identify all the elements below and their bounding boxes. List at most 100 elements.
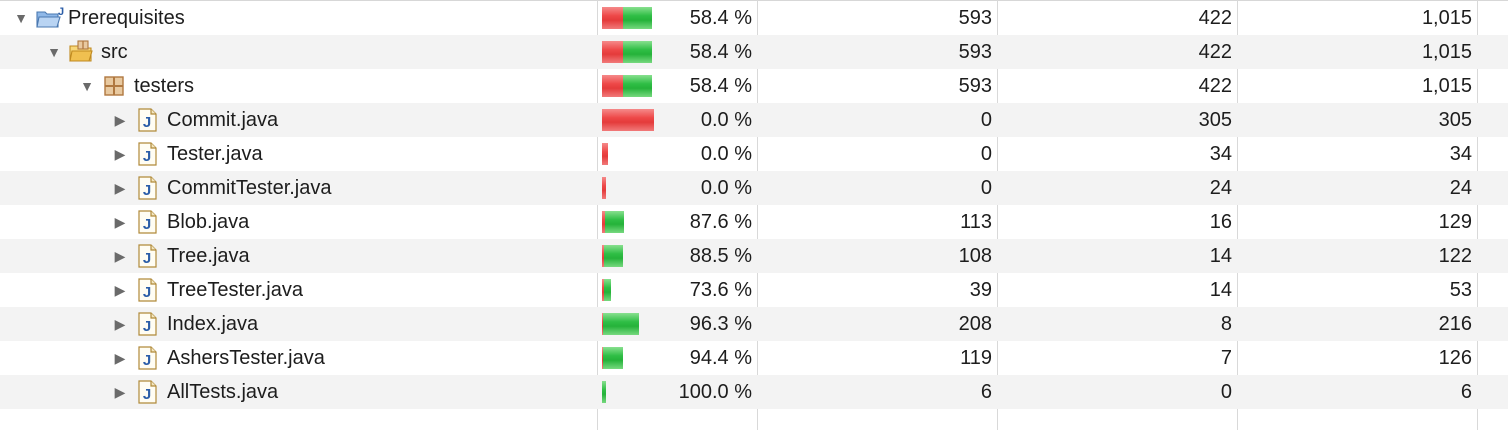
collapsed-arrow-icon[interactable]: ▶ <box>114 384 126 400</box>
table-row[interactable]: ▼ src 58.4 % 593 422 1,015 <box>0 35 1508 69</box>
svg-text:J: J <box>143 250 151 267</box>
element-label-tester-java[interactable]: Tester.java <box>167 143 263 165</box>
missed-segment <box>602 347 603 369</box>
java-file-icon: J <box>135 108 159 132</box>
covered-instructions: 208 <box>958 313 992 335</box>
column-divider-end <box>1477 0 1478 430</box>
table-row[interactable]: ▶ J Commit.java 0.0 % 0 305 305 <box>0 103 1508 137</box>
total-instructions: 1,015 <box>1421 7 1472 29</box>
missed-segment <box>602 245 604 267</box>
collapsed-arrow-icon[interactable]: ▶ <box>114 112 126 128</box>
collapsed-arrow-icon[interactable]: ▶ <box>114 316 126 332</box>
collapsed-arrow-icon[interactable]: ▶ <box>114 214 126 230</box>
coverage-bar <box>602 381 606 403</box>
element-label-alltests-java[interactable]: AllTests.java <box>167 381 279 403</box>
java-file-icon: J <box>135 244 159 268</box>
java-file-icon: J <box>135 312 159 336</box>
element-label-prerequisites[interactable]: Prerequisites <box>68 7 185 29</box>
coverage-bar <box>602 7 652 29</box>
element-cell: ▶ J Blob.java <box>0 205 596 239</box>
table-row[interactable]: ▶ J TreeTester.java 73.6 % 39 14 53 <box>0 273 1508 307</box>
total-instructions: 6 <box>1460 381 1472 403</box>
element-label-src[interactable]: src <box>101 41 128 63</box>
table-row[interactable]: ▶ J Tester.java 0.0 % 0 34 34 <box>0 137 1508 171</box>
total-instructions: 24 <box>1449 177 1472 199</box>
collapsed-arrow-icon[interactable]: ▶ <box>114 180 126 196</box>
missed-segment <box>602 313 603 335</box>
collapsed-arrow-icon[interactable]: ▶ <box>114 248 126 264</box>
element-label-testers[interactable]: testers <box>134 75 195 97</box>
covered-segment <box>623 7 652 29</box>
collapsed-arrow-icon[interactable]: ▶ <box>114 146 126 162</box>
missed-segment <box>602 109 654 131</box>
total-instructions: 1,015 <box>1421 41 1472 63</box>
element-label-blob-java[interactable]: Blob.java <box>167 211 250 233</box>
coverage-bar <box>602 245 623 267</box>
element-label-index-java[interactable]: Index.java <box>167 313 259 335</box>
svg-text:J: J <box>143 148 151 165</box>
svg-text:J: J <box>143 284 151 301</box>
coverage-percent: 0.0 % <box>700 143 752 165</box>
svg-text:J: J <box>143 114 151 131</box>
coverage-percent: 96.3 % <box>689 313 752 335</box>
coverage-percent: 88.5 % <box>689 245 752 267</box>
covered-instructions: 0 <box>980 177 992 199</box>
covered-instructions: 39 <box>969 279 992 301</box>
total-instructions: 53 <box>1449 279 1472 301</box>
covered-segment <box>604 245 623 267</box>
table-row[interactable]: ▶ J Index.java 96.3 % 208 8 216 <box>0 307 1508 341</box>
column-divider-covered[interactable] <box>757 0 758 430</box>
covered-instructions: 0 <box>980 109 992 131</box>
expanded-arrow-icon[interactable]: ▼ <box>80 78 94 94</box>
element-label-commit-java[interactable]: Commit.java <box>167 109 279 131</box>
collapsed-arrow-icon[interactable]: ▶ <box>114 282 126 298</box>
collapsed-arrow-icon[interactable]: ▶ <box>114 350 126 366</box>
java-file-icon: J <box>135 142 159 166</box>
element-label-committester-java[interactable]: CommitTester.java <box>167 177 332 199</box>
element-cell: ▶ J TreeTester.java <box>0 273 596 307</box>
coverage-percent: 73.6 % <box>689 279 752 301</box>
missed-segment <box>602 177 606 199</box>
expanded-arrow-icon[interactable]: ▼ <box>47 44 61 60</box>
coverage-percent: 87.6 % <box>689 211 752 233</box>
element-label-treetester-java[interactable]: TreeTester.java <box>167 279 303 301</box>
svg-text:J: J <box>143 182 151 199</box>
covered-instructions: 113 <box>960 211 992 233</box>
element-label-tree-java[interactable]: Tree.java <box>167 245 250 267</box>
element-label-asherstester-java[interactable]: AshersTester.java <box>167 347 325 369</box>
missed-instructions: 14 <box>1209 245 1232 267</box>
element-cell: ▶ J CommitTester.java <box>0 171 596 205</box>
column-divider-total[interactable] <box>1237 0 1238 430</box>
covered-segment <box>602 381 606 403</box>
table-row[interactable]: ▶ J Tree.java 88.5 % 108 14 122 <box>0 239 1508 273</box>
missed-instructions: 0 <box>1220 381 1232 403</box>
table-row[interactable]: ▼ J Prerequisites 58.4 % 593 422 1,015 <box>0 1 1508 35</box>
covered-instructions: 593 <box>958 75 992 97</box>
missed-instructions: 14 <box>1209 279 1232 301</box>
column-divider-coverage[interactable] <box>597 0 598 430</box>
java-file-icon: J <box>135 380 159 404</box>
table-row[interactable]: ▶ J AshersTester.java 94.4 % 119 7 126 <box>0 341 1508 375</box>
missed-segment <box>602 211 605 233</box>
covered-instructions: 108 <box>958 245 992 267</box>
covered-instructions: 593 <box>958 7 992 29</box>
table-row[interactable]: ▶ J CommitTester.java 0.0 % 0 24 24 <box>0 171 1508 205</box>
table-row[interactable]: ▼ testers 58.4 % 593 422 1,015 <box>0 69 1508 103</box>
column-divider-missed[interactable] <box>997 0 998 430</box>
total-instructions: 126 <box>1438 347 1472 369</box>
covered-segment <box>623 75 652 97</box>
header-divider <box>0 0 1508 1</box>
table-row[interactable]: ▶ J AllTests.java 100.0 % 6 0 6 <box>0 375 1508 409</box>
project-folder-icon: J <box>36 6 64 30</box>
total-instructions: 34 <box>1449 143 1472 165</box>
coverage-percent: 58.4 % <box>689 75 752 97</box>
total-instructions: 305 <box>1438 109 1472 131</box>
table-row[interactable]: ▶ J Blob.java 87.6 % 113 16 129 <box>0 205 1508 239</box>
coverage-bar <box>602 313 639 335</box>
coverage-bar <box>602 347 623 369</box>
expanded-arrow-icon[interactable]: ▼ <box>14 10 28 26</box>
coverage-bar <box>602 143 608 165</box>
element-cell: ▼ src <box>0 35 596 69</box>
coverage-percent: 0.0 % <box>700 109 752 131</box>
svg-text:J: J <box>58 6 64 18</box>
